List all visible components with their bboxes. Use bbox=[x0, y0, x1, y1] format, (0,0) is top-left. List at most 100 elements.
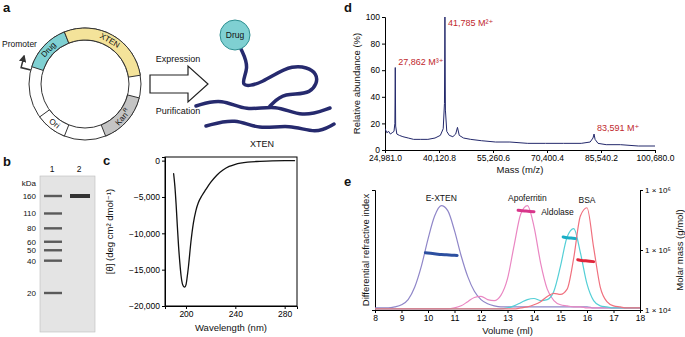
tick-label: 1 × 10⁵ bbox=[645, 246, 671, 255]
tick-label: −20,000 bbox=[129, 301, 160, 311]
marker-label: 50 bbox=[27, 246, 36, 255]
panel-letter: c bbox=[103, 153, 110, 168]
ring-label: XTEN bbox=[98, 31, 121, 49]
tick-label: 14 bbox=[530, 313, 540, 323]
tick-label: 20 bbox=[371, 119, 381, 129]
y-axis-title: Relative abundance (%) bbox=[351, 33, 362, 134]
tick-mark bbox=[162, 161, 165, 162]
axis-line bbox=[641, 191, 644, 311]
tick-mark bbox=[162, 306, 165, 307]
ring-label-superscript: R bbox=[121, 106, 128, 113]
tick: −15,000 bbox=[129, 265, 165, 275]
tick-label: 240 bbox=[229, 309, 243, 319]
tick: 80 bbox=[371, 39, 385, 49]
y-axis-title: Differential refractive index bbox=[360, 194, 371, 307]
panel-letter: a bbox=[3, 0, 11, 15]
tick-mark bbox=[382, 17, 385, 18]
ring-label: KanR bbox=[112, 106, 132, 127]
tick-label: 100 bbox=[366, 12, 380, 22]
tick-mark bbox=[640, 190, 643, 191]
tick-label: 0 bbox=[155, 156, 160, 166]
ladder-band bbox=[44, 249, 62, 251]
tick: 40 bbox=[371, 92, 385, 102]
tick-label: 13 bbox=[503, 313, 513, 323]
x-axis-title: Volume (ml) bbox=[482, 325, 533, 336]
tick: 24,981.0 bbox=[369, 150, 402, 163]
tick: 14 bbox=[530, 310, 540, 323]
tick: 40,120.8 bbox=[423, 150, 456, 163]
gel bbox=[40, 176, 95, 332]
tick: 1 × 10⁴ bbox=[640, 306, 671, 315]
tick-label: −5,000 bbox=[134, 192, 161, 202]
y-axis-title: [θ] (deg cm² dmol⁻¹) bbox=[104, 189, 115, 274]
plot-area bbox=[385, 17, 655, 146]
tick: 17 bbox=[609, 310, 619, 323]
resistance-gene bbox=[101, 95, 139, 136]
tick: 55,260.6 bbox=[477, 150, 510, 163]
tick-label: 9 bbox=[400, 313, 405, 323]
marker-label: 20 bbox=[27, 289, 36, 298]
tick-label: 11 bbox=[451, 313, 460, 323]
ring-label-text: Kan bbox=[113, 110, 129, 127]
tick-mark bbox=[640, 310, 643, 311]
molar-mass-line bbox=[425, 253, 457, 256]
ladder-band bbox=[44, 241, 62, 243]
drug-label: Drug bbox=[226, 30, 245, 40]
ring-label: Ori bbox=[47, 117, 61, 131]
y2-axis-title: Molar mass (g/mol) bbox=[674, 209, 685, 290]
tick: 0 bbox=[155, 156, 165, 166]
tick-mark bbox=[382, 123, 385, 124]
tick: 1 × 10⁶ bbox=[640, 186, 671, 195]
tick-label: 70,400.4 bbox=[531, 153, 564, 163]
tick-label: 85,540.2 bbox=[585, 153, 618, 163]
chart-2: 891011121314151617181 × 10⁴1 × 10⁵1 × 10… bbox=[360, 186, 685, 336]
x-axis: 89101112131415161718 bbox=[373, 310, 645, 323]
panel-a: DrugXTENKanROriPromoterExpressionPurific… bbox=[2, 20, 334, 149]
tick: 200 bbox=[179, 306, 193, 319]
tick: 12 bbox=[477, 310, 487, 323]
ring-label: Drug bbox=[39, 40, 57, 59]
tick: −10,000 bbox=[129, 229, 165, 239]
data-line bbox=[375, 208, 640, 309]
tick-mark bbox=[162, 233, 165, 234]
tick: 1 × 10⁵ bbox=[640, 246, 671, 255]
data-line bbox=[375, 206, 640, 309]
molar-mass-line bbox=[563, 237, 575, 239]
step-label: Purification bbox=[156, 106, 201, 116]
plasmid-ring bbox=[29, 28, 141, 140]
data-line bbox=[174, 161, 295, 287]
tick-label: 280 bbox=[278, 309, 292, 319]
y-axis: −20,000 −15,000 −10,000 −5,000 0 bbox=[129, 156, 165, 311]
plot-area bbox=[174, 161, 295, 287]
tick-label: 80 bbox=[371, 39, 381, 49]
y-axis bbox=[372, 191, 376, 311]
data-line bbox=[375, 206, 640, 308]
tick: 13 bbox=[503, 310, 513, 323]
ladder-band bbox=[44, 292, 62, 294]
marker-label: 110 bbox=[23, 209, 36, 218]
drug-gene bbox=[32, 32, 69, 70]
marker-label: 160 bbox=[23, 192, 37, 201]
ori bbox=[40, 110, 69, 136]
tick-mark bbox=[382, 150, 385, 151]
marker-label: 80 bbox=[27, 224, 36, 233]
ladder-band bbox=[44, 195, 62, 197]
x-axis: 200 240 280 bbox=[166, 306, 298, 319]
plot-area bbox=[375, 206, 640, 309]
series-label: BSA bbox=[578, 195, 595, 205]
sample-band bbox=[70, 194, 90, 198]
xten-gene bbox=[64, 28, 140, 77]
axis-line bbox=[382, 18, 386, 151]
ladder-band bbox=[44, 212, 62, 214]
tick: 20 bbox=[371, 119, 385, 129]
tick-mark bbox=[162, 197, 165, 198]
tick-label: 24,981.0 bbox=[369, 153, 402, 163]
tick-label: 12 bbox=[477, 313, 487, 323]
tick-mark bbox=[640, 250, 643, 251]
tick-label: 40,120.8 bbox=[423, 153, 456, 163]
peak-label: 83,591 M⁺ bbox=[597, 123, 640, 133]
panel-letter: e bbox=[344, 174, 351, 189]
tick-label: 60 bbox=[371, 65, 381, 75]
tick-label: 100,680.0 bbox=[637, 153, 675, 163]
tick: 8 bbox=[373, 310, 378, 323]
